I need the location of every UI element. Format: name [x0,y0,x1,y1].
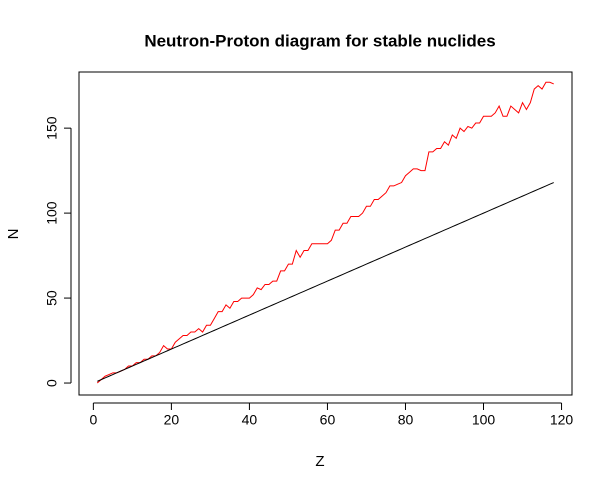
y-axis-label: N [5,229,22,240]
series-line [97,182,554,382]
x-tick-label: 100 [472,412,496,428]
y-tick-label: 100 [44,201,60,225]
series-line [96,81,554,384]
x-tick-label: 20 [164,412,180,428]
x-tick-label: 120 [550,412,574,428]
y-tick-label: 0 [44,379,60,387]
y-tick-label: 50 [44,290,60,306]
plot-box [78,71,573,396]
x-tick-label: 0 [89,412,97,428]
chart-title: Neutron-Proton diagram for stable nuclid… [144,31,495,50]
x-tick-label: 60 [320,412,336,428]
x-axis-label: Z [315,453,324,470]
x-tick-label: 80 [398,412,414,428]
y-tick-label: 150 [44,116,60,140]
x-tick-label: 40 [242,412,258,428]
